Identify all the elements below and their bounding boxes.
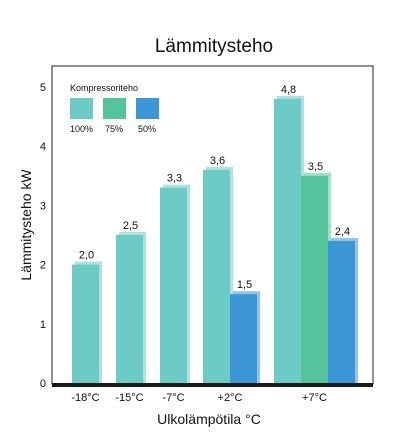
x-tick-label: -7°C	[162, 392, 184, 404]
legend-label: 75%	[105, 124, 123, 134]
y-tick-label: 1	[40, 319, 46, 331]
legend-items: 100% 75% 50%	[70, 98, 159, 134]
baseline	[52, 383, 373, 387]
legend-swatch	[103, 98, 126, 119]
x-ticks-layer: -18°C -15°C -7°C +2°C +7°C	[71, 392, 327, 404]
x-tick-label: -15°C	[115, 392, 143, 404]
chart-title: Lämmitysteho	[155, 36, 273, 57]
legend: Kompressoriteho 100% 75% 50%	[70, 83, 159, 134]
data-label: 3,3	[167, 173, 182, 185]
bar	[301, 175, 328, 383]
bar	[160, 187, 187, 383]
legend-label: 50%	[138, 124, 156, 134]
bar	[274, 98, 301, 383]
y-tick-label: 4	[40, 141, 46, 153]
y-axis-title: Lämmitysteho kW	[18, 169, 34, 281]
legend-title: Kompressoriteho	[70, 83, 138, 93]
y-tick-label: 3	[40, 200, 46, 212]
data-label: 3,5	[308, 161, 323, 173]
x-tick-label: +2°C	[218, 392, 243, 404]
x-tick-label: +7°C	[302, 392, 327, 404]
legend-swatch	[70, 98, 93, 119]
bars-layer	[72, 95, 358, 383]
data-label: 3,6	[210, 155, 225, 167]
data-label: 2,4	[335, 226, 350, 238]
data-label: 2,5	[123, 220, 138, 232]
bar	[203, 169, 230, 383]
x-tick-label: -18°C	[71, 392, 99, 404]
x-axis-title: Ulkolämpötila °C	[157, 411, 261, 427]
data-labels-layer: 2,0 2,5 3,3 3,6 1,5 4,8 3,5 2,4	[79, 84, 350, 291]
y-ticks-layer: 0 1 2 3 4 5	[40, 82, 46, 390]
legend-label: 100%	[70, 124, 93, 134]
data-label: 2,0	[79, 250, 94, 262]
data-label: 4,8	[281, 84, 296, 96]
y-tick-label: 2	[40, 260, 46, 272]
bar	[230, 294, 257, 383]
bar	[72, 264, 99, 383]
y-tick-label: 5	[40, 82, 46, 94]
y-tick-label: 0	[40, 378, 46, 390]
legend-swatch	[136, 98, 159, 119]
bar	[116, 235, 143, 383]
data-label: 1,5	[237, 279, 252, 291]
bar	[328, 240, 355, 383]
